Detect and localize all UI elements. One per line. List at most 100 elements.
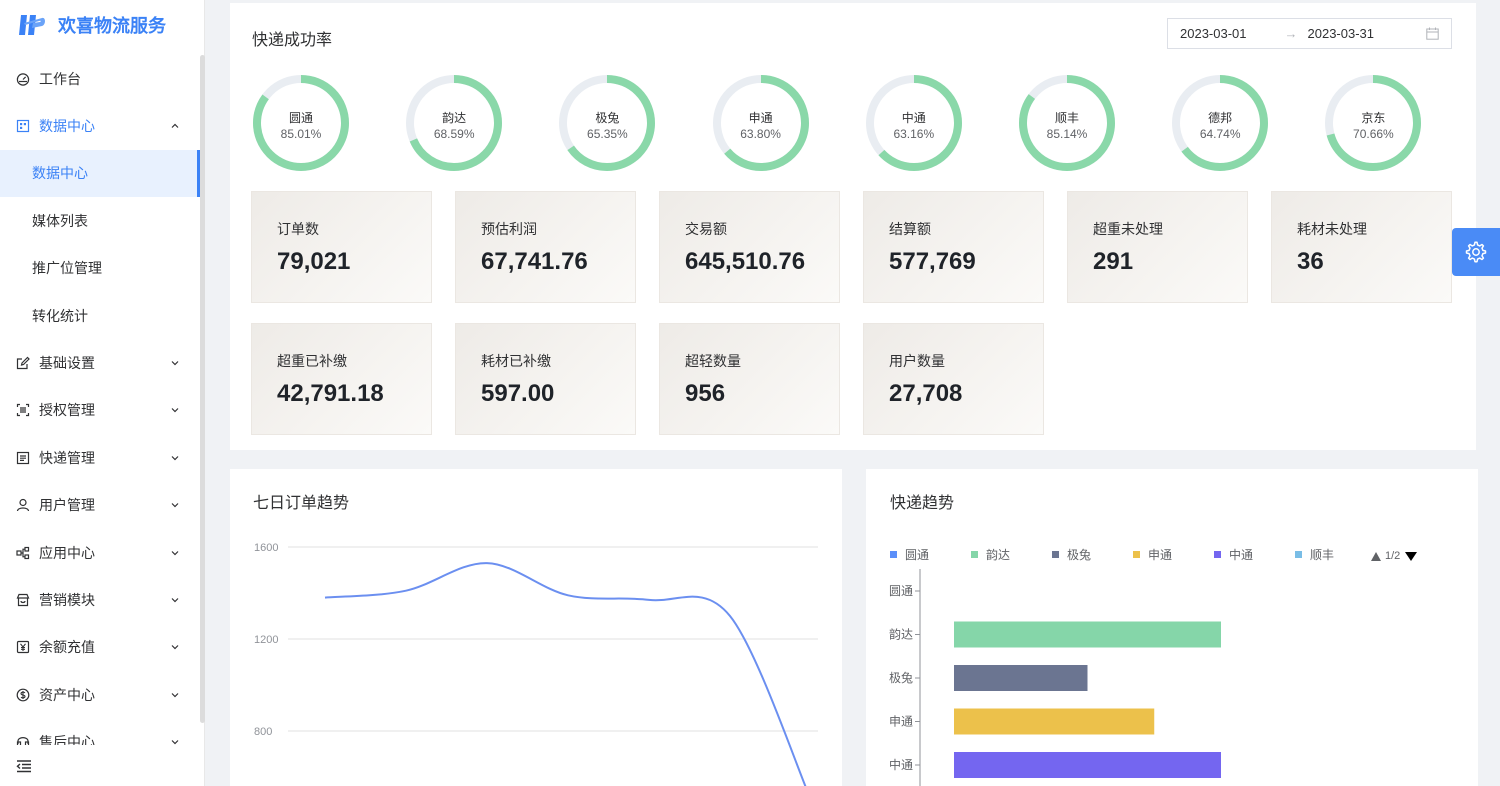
service-icon <box>16 735 30 745</box>
bar[interactable] <box>954 665 1088 691</box>
sidebar-item-express[interactable]: 快递管理 <box>0 434 200 481</box>
stat-value: 79,021 <box>277 248 351 275</box>
sidebar-subitem-promo-slots[interactable]: 推广位管理 <box>0 245 200 292</box>
legend-swatch[interactable] <box>1214 551 1221 558</box>
express-trend-panel: 快递趋势 圆通 韵达 极兔 申通 中通 顺丰 1/2 圆通 韵达 极兔 申通 中通 <box>866 469 1478 786</box>
legend-label[interactable]: 圆通 <box>905 548 929 562</box>
dollar-icon <box>16 688 30 702</box>
gauge-carrier-name: 韵达 <box>442 111 467 125</box>
gauge-progress <box>253 75 349 171</box>
legend-label[interactable]: 申通 <box>1148 548 1172 562</box>
date-range-picker[interactable]: 2023-03-01 → 2023-03-31 <box>1167 18 1452 49</box>
sidebar-item-users[interactable]: 用户管理 <box>0 482 200 529</box>
chevron-down-icon <box>171 645 179 650</box>
gauge-ring <box>559 75 656 171</box>
collapse-menu-icon[interactable] <box>16 758 32 774</box>
gauge-progress <box>712 75 809 171</box>
y-tick-label: 1600 <box>254 542 278 554</box>
carrier-gauge: 极兔 65.35% <box>558 74 656 172</box>
bar[interactable] <box>954 621 1221 648</box>
sidebar-subitem-media-list[interactable]: 媒体列表 <box>0 197 200 244</box>
gauge-progress <box>1019 75 1115 171</box>
stat-card: 订单数 79,021 <box>251 191 432 303</box>
stat-label: 耗材未处理 <box>1297 221 1367 237</box>
stat-card: 耗材未处理 36 <box>1271 191 1452 303</box>
sidebar-item-assets[interactable]: 资产中心 <box>0 671 200 718</box>
date-end-input[interactable]: 2023-03-31 <box>1307 26 1375 41</box>
bar[interactable] <box>954 708 1155 735</box>
settings-drawer-button[interactable] <box>1452 228 1500 276</box>
y-tick-label: 1200 <box>254 634 278 646</box>
legend-swatch[interactable] <box>971 551 978 558</box>
gauge-ring <box>1019 75 1115 171</box>
sidebar-item-label: 售后中心 <box>39 734 95 745</box>
legend-label[interactable]: 中通 <box>1229 547 1253 562</box>
chevron-down-icon <box>171 740 179 745</box>
date-range-separator: → <box>1284 26 1298 41</box>
gauge-carrier-name: 中通 <box>901 111 926 125</box>
date-start-input[interactable]: 2023-03-01 <box>1180 26 1247 41</box>
scan-icon <box>16 403 30 417</box>
gauge-rate-value: 85.14% <box>1046 127 1088 141</box>
gauge-carrier-name: 申通 <box>748 111 773 125</box>
legend-next-icon[interactable] <box>1405 552 1417 561</box>
stat-card: 用户数量 27,708 <box>863 323 1044 435</box>
carrier-gauge: 中通 63.16% <box>865 74 963 172</box>
sidebar-item-label: 营销模块 <box>39 591 95 608</box>
legend-swatch[interactable] <box>890 551 897 558</box>
chevron-down-icon <box>171 692 179 698</box>
stat-value: 291 <box>1093 248 1134 275</box>
sidebar-item-workbench[interactable]: 工作台 <box>0 55 200 102</box>
logo[interactable]: 欢喜物流服务 <box>0 0 204 50</box>
gauge-ring <box>406 75 503 171</box>
legend-swatch[interactable] <box>1295 551 1302 558</box>
sidebar-scrollbar[interactable] <box>200 55 205 723</box>
stat-value: 645,510.76 <box>685 248 806 275</box>
legend-prev-icon[interactable] <box>1371 552 1381 561</box>
gauge-carrier-name: 顺丰 <box>1054 111 1079 125</box>
sidebar-item-label: 资产中心 <box>39 686 95 703</box>
sidebar-item-data-center[interactable]: 数据中心 <box>0 102 200 149</box>
sidebar-item-basic-settings[interactable]: 基础设置 <box>0 339 200 386</box>
chevron-down-icon <box>171 503 179 508</box>
success-rate-panel: 快递成功率 2023-03-01 → 2023-03-31 圆通 85.01% 韵达… <box>230 3 1476 450</box>
sidebar-subitem-label: 转化统计 <box>32 307 88 324</box>
stat-label: 结算额 <box>889 221 931 237</box>
category-label: 申通 <box>889 715 913 729</box>
success-rate-title: 快递成功率 <box>252 32 333 49</box>
stat-value: 956 <box>685 380 726 407</box>
sidebar-item-marketing[interactable]: 营销模块 <box>0 576 200 623</box>
gauge-carrier-name: 德邦 <box>1208 111 1233 125</box>
sidebar-item-authorization[interactable]: 授权管理 <box>0 387 200 434</box>
order-trend-title: 七日订单趋势 <box>253 495 350 512</box>
order-trend-chart: 1600 1200 800 <box>254 542 818 786</box>
carrier-gauge: 顺丰 85.14% <box>1018 74 1116 172</box>
gauge-progress <box>1325 75 1422 171</box>
sidebar-item-label: 数据中心 <box>39 118 95 135</box>
sidebar-item-after-sales[interactable]: 售后中心 <box>0 718 200 745</box>
legend-label[interactable]: 顺丰 <box>1310 548 1334 562</box>
gauge-progress <box>865 75 962 171</box>
sidebar-subitem-conversion-stats[interactable]: 转化统计 <box>0 292 200 339</box>
chevron-down-icon <box>171 408 179 413</box>
sidebar-item-recharge[interactable]: 余额充值 <box>0 624 200 671</box>
legend-label[interactable]: 韵达 <box>986 547 1010 562</box>
sidebar-item-label: 应用中心 <box>39 544 95 561</box>
gauge-carrier-name: 极兔 <box>595 111 620 125</box>
stat-label: 耗材已补缴 <box>481 353 551 369</box>
legend-swatch[interactable] <box>1052 551 1059 558</box>
gauge-rate-value: 68.59% <box>433 127 475 141</box>
logo-icon <box>19 15 45 35</box>
sidebar-item-label: 用户管理 <box>39 497 95 514</box>
sidebar-subitem-data-center[interactable]: 数据中心 <box>0 149 200 198</box>
legend-label[interactable]: 极兔 <box>1067 547 1091 562</box>
sidebar-menu: 工作台 数据中心 数据中心 媒体列表 推广位管理 转化统计 基础设置 授权管理 … <box>0 55 200 745</box>
bar[interactable] <box>954 752 1221 778</box>
sidebar-item-app-center[interactable]: 应用中心 <box>0 529 200 576</box>
legend-swatch[interactable] <box>1133 551 1140 558</box>
sidebar-item-label: 余额充值 <box>39 639 95 656</box>
carrier-gauge: 德邦 64.74% <box>1171 74 1269 172</box>
stat-value: 597.00 <box>481 380 555 407</box>
stat-card: 超重未处理 291 <box>1067 191 1248 303</box>
